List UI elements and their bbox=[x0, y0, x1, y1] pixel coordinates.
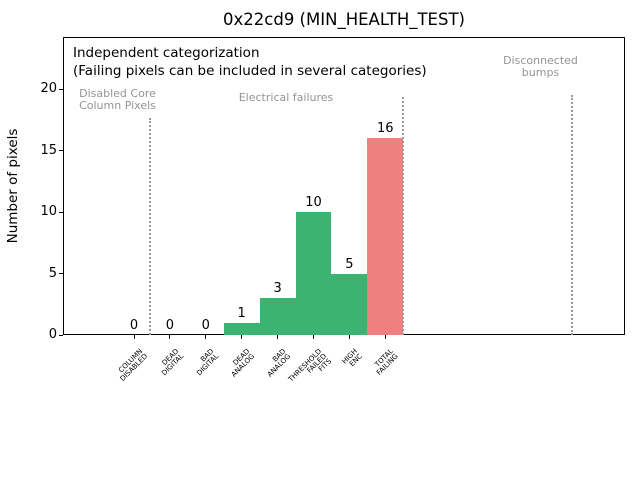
annotation-independent-categorization: Independent categorization bbox=[73, 45, 260, 61]
y-tick-mark bbox=[59, 334, 63, 336]
bar-value-label: 0 bbox=[129, 318, 139, 333]
bar-value-label: 5 bbox=[345, 256, 354, 272]
y-tick-mark bbox=[59, 211, 63, 213]
y-tick-label: 20 bbox=[40, 81, 57, 97]
x-tick-label: TOTAL FAILING bbox=[373, 347, 401, 378]
bar bbox=[367, 138, 404, 335]
section-separator bbox=[148, 118, 151, 335]
bar bbox=[295, 212, 332, 335]
y-tick-label: 10 bbox=[40, 204, 57, 220]
x-tick-mark bbox=[277, 335, 279, 339]
chart-title: 0x22cd9 (MIN_HEALTH_TEST) bbox=[223, 10, 465, 29]
bar-value-label: 10 bbox=[305, 195, 322, 211]
y-tick-mark bbox=[59, 150, 63, 152]
section-label: Electrical failures bbox=[238, 91, 334, 104]
x-tick-mark bbox=[133, 335, 135, 339]
bar-value-label: 0 bbox=[165, 318, 175, 333]
y-tick-label: 5 bbox=[48, 265, 57, 281]
bar-value-label: 16 bbox=[377, 121, 394, 137]
x-tick-mark bbox=[169, 335, 171, 339]
y-tick-label: 0 bbox=[48, 327, 57, 342]
x-tick-label: COLUMN DISABLED bbox=[116, 347, 150, 384]
y-axis-label: Number of pixels bbox=[5, 128, 21, 244]
x-tick-mark bbox=[348, 335, 350, 339]
section-separator bbox=[570, 95, 573, 335]
x-tick-mark bbox=[313, 335, 314, 339]
x-tick-label: BAD ANALOG bbox=[266, 347, 293, 379]
x-tick-label: BAD DIGITAL bbox=[195, 347, 221, 378]
annotation-failing-pixels-note: (Failing pixels can be included in sever… bbox=[73, 63, 427, 79]
y-tick-label: 15 bbox=[40, 142, 57, 158]
x-tick-mark bbox=[384, 335, 386, 339]
bar-value-label: 1 bbox=[237, 305, 246, 321]
x-tick-label: THRESHOLD FAILED FITS bbox=[287, 347, 334, 384]
bar bbox=[223, 322, 260, 335]
bar-value-label: 3 bbox=[273, 281, 282, 297]
section-separator bbox=[402, 97, 405, 335]
section-label: Disconnected bumps bbox=[503, 54, 578, 79]
x-tick-label: HIGH ENC bbox=[340, 347, 365, 369]
bar-value-label: 0 bbox=[201, 318, 210, 333]
x-tick-mark bbox=[241, 335, 243, 339]
section-label: Disabled Core Column Pixels bbox=[79, 87, 156, 112]
y-tick-mark bbox=[59, 88, 63, 90]
y-tick-mark bbox=[59, 273, 63, 275]
x-tick-label: DEAD DIGITAL bbox=[159, 347, 185, 378]
bar bbox=[259, 298, 296, 335]
bar bbox=[331, 273, 368, 335]
x-tick-label: DEAD ANALOG bbox=[230, 347, 257, 379]
x-tick-mark bbox=[205, 335, 207, 339]
